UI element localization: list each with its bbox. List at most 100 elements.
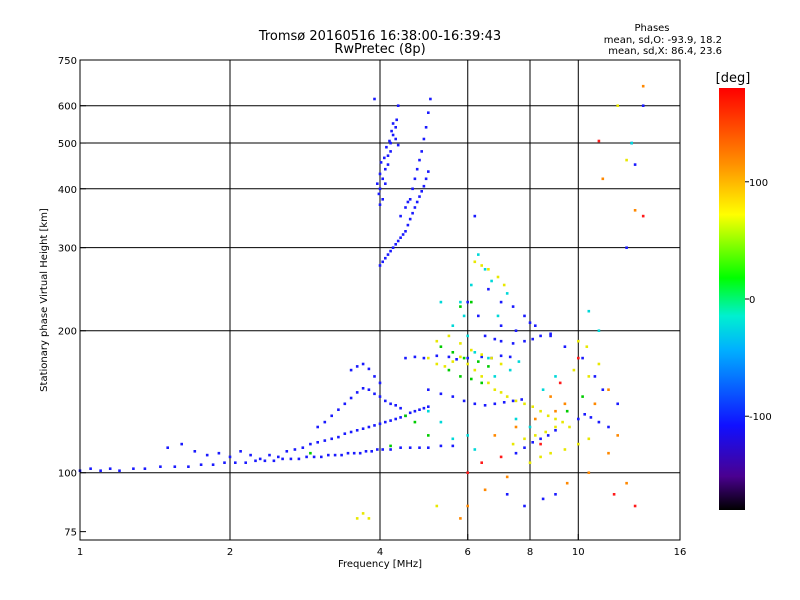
data-point [505,475,509,479]
data-point [508,355,512,359]
data-point [558,381,562,385]
data-point [601,388,605,391]
data-point [531,441,534,444]
data-point [420,190,423,193]
data-point [587,471,591,474]
data-point [496,314,500,318]
data-point [408,217,412,221]
data-point [327,453,330,457]
data-point [418,408,421,411]
data-point [394,137,397,141]
data-point [370,450,373,453]
data-point [470,300,473,304]
data-point [297,457,301,461]
data-point [349,396,353,400]
data-point [378,172,382,176]
data-point [384,167,387,171]
data-point [389,249,392,253]
data-point [228,455,232,459]
data-point [447,368,451,372]
data-point [462,399,466,403]
data-point [378,422,382,426]
data-point [487,268,490,271]
data-point [549,451,552,455]
data-point [466,434,469,437]
data-point [499,324,503,327]
data-point [641,84,645,88]
data-point [568,425,571,429]
data-point [487,287,490,291]
data-point [554,493,557,496]
data-point [394,243,397,246]
data-point [373,424,376,427]
data-point [483,404,487,407]
data-point [389,419,392,422]
data-point [389,150,392,153]
data-point [406,200,410,204]
data-point [427,170,430,173]
x-tick-label: 1 [77,547,83,558]
data-point [583,413,586,416]
data-point [99,469,102,472]
data-point [565,481,569,485]
data-point [470,377,473,381]
data-point [309,451,312,455]
data-point [597,329,601,332]
data-point [427,409,430,413]
phases-o-line: mean, sd,O: -93.9, 18.2 [604,35,722,46]
data-point [143,467,147,470]
data-point [539,334,542,338]
data-point [539,455,542,459]
data-point [187,465,190,468]
data-point [539,437,542,441]
data-point [572,368,576,372]
data-point [305,455,308,459]
data-point [577,356,580,360]
data-point [549,334,552,338]
data-point [415,200,419,204]
data-point [388,139,391,143]
data-point [523,402,526,406]
data-point [330,414,333,418]
data-point [480,355,483,359]
data-point [330,437,333,441]
data-point [473,402,477,406]
data-point [554,429,557,432]
data-point [483,334,487,338]
data-point [499,362,503,366]
data-point [451,324,455,327]
x-tick-label: 10 [572,547,585,558]
data-point [281,457,284,461]
x-axis-ticks: 1 2 4 6 8 10 16 [77,534,686,558]
data-point [418,446,421,449]
data-point [455,358,458,361]
data-point [544,430,547,434]
colorbar [719,88,745,510]
phases-x-line: mean, sd,X: 86.4, 23.6 [608,46,722,57]
data-point [514,399,518,403]
data-point [272,459,276,463]
data-point [383,156,386,160]
data-point [597,420,601,424]
data-point [323,439,327,442]
data-point [223,461,226,464]
data-point [477,253,480,256]
data-point [396,104,400,107]
data-point [466,504,469,508]
data-point [466,334,469,338]
data-point [633,209,637,212]
data-point [523,437,526,441]
data-point [367,517,371,520]
data-point [413,206,417,209]
data-point [427,388,430,391]
data-point [625,481,628,485]
data-point [593,375,597,378]
data-point [549,395,552,398]
data-point [277,455,280,459]
data-point [413,177,417,181]
x-tick-label: 2 [227,547,233,558]
data-point [384,399,387,403]
data-point [616,104,619,107]
data-point [439,392,443,396]
data-point [523,504,526,508]
